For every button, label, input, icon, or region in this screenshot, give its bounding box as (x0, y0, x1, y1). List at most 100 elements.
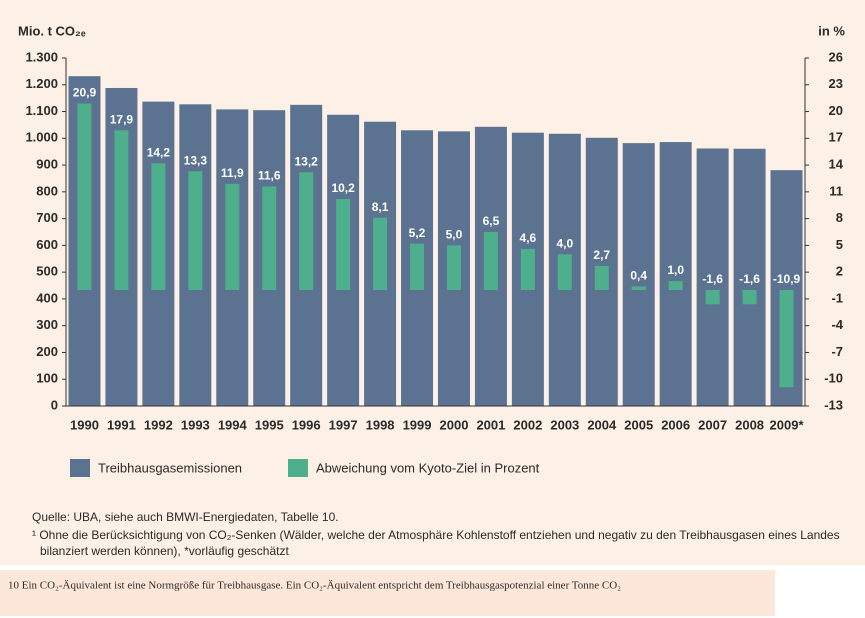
x-tick-label: 2005 (624, 417, 653, 432)
bar (594, 265, 609, 290)
value-label: 11,9 (221, 166, 244, 180)
y2-tick-label: 17 (829, 130, 843, 145)
bar (696, 148, 729, 407)
bar (557, 254, 572, 290)
x-tick-label: 1999 (403, 417, 432, 432)
x-tick-label: 2000 (440, 417, 469, 432)
value-label: 14,2 (147, 145, 171, 159)
y2-tick-label: -4 (831, 317, 843, 332)
y-tick-label: 600 (36, 237, 58, 252)
footer: 10 Ein CO₂-Äquivalent ist eine Normgröße… (8, 580, 621, 592)
bar (705, 290, 720, 305)
value-label: 11,6 (258, 169, 281, 183)
legend-label: Treibhausgasemissionen (98, 460, 242, 475)
bar (262, 186, 277, 290)
bar (336, 198, 351, 290)
bar (77, 103, 92, 290)
bar (733, 148, 766, 407)
y-tick-label: 900 (36, 157, 58, 172)
value-label: 20,9 (73, 86, 97, 100)
y2-tick-label: 8 (836, 210, 843, 225)
y-tick-label: 800 (36, 183, 58, 198)
y2-tick-label: 14 (829, 157, 844, 172)
value-label: 5,2 (409, 226, 426, 240)
value-label: 1,0 (667, 263, 684, 277)
value-label: -10,9 (773, 272, 801, 286)
x-tick-label: 2008 (735, 417, 764, 432)
x-tick-label: 1993 (181, 417, 210, 432)
y2-axis-label: in % (818, 23, 845, 38)
x-tick-label: 1994 (218, 417, 248, 432)
x-tick-label: 2009* (770, 417, 805, 432)
bar (151, 163, 166, 290)
x-tick-label: 1998 (366, 417, 395, 432)
y2-tick-label: 20 (829, 103, 843, 118)
x-tick-label: 1996 (292, 417, 321, 432)
y-axis-label: Mio. t CO₂ₑ (18, 23, 86, 38)
x-tick-label: 2007 (698, 417, 727, 432)
bar (779, 290, 794, 388)
value-label: 6,5 (483, 214, 500, 228)
bar (188, 171, 203, 290)
y2-tick-label: -1 (831, 290, 843, 305)
y-tick-label: 100 (36, 371, 58, 386)
y2-tick-label: 23 (829, 76, 843, 91)
value-label: 0,4 (630, 269, 647, 283)
y2-tick-label: 5 (836, 237, 843, 252)
footer-background (0, 570, 775, 616)
y2-tick-label: -7 (831, 344, 843, 359)
y2-tick-label: 11 (829, 183, 843, 198)
legend-swatch (70, 459, 90, 477)
bar (631, 286, 646, 290)
bar (299, 172, 314, 290)
y-tick-label: 500 (36, 264, 58, 279)
x-tick-label: 2003 (550, 417, 579, 432)
y2-tick-label: 2 (836, 264, 843, 279)
bar (520, 248, 535, 290)
y2-tick-label: 26 (829, 49, 843, 64)
value-label: 5,0 (446, 228, 463, 242)
value-label: 13,3 (184, 153, 208, 167)
value-label: 17,9 (110, 112, 134, 126)
bar (373, 217, 388, 290)
note: bilanziert werden können), *vorläufig ge… (40, 544, 289, 558)
bar (668, 281, 683, 290)
x-tick-label: 2004 (587, 417, 617, 432)
x-tick-label: 2002 (513, 417, 542, 432)
bar (446, 245, 461, 290)
y-tick-label: 1.000 (25, 130, 58, 145)
y-tick-label: 400 (36, 290, 58, 305)
value-label: 13,2 (294, 154, 318, 168)
bar (742, 290, 757, 305)
value-label: 10,2 (331, 181, 355, 195)
x-tick-label: 2006 (661, 417, 690, 432)
y-tick-label: 300 (36, 317, 58, 332)
bar (225, 183, 240, 290)
legend-label: Abweichung vom Kyoto-Ziel in Prozent (316, 460, 540, 475)
value-label: 2,7 (593, 248, 610, 262)
source: Quelle: UBA, siehe auch BMWI-Energiedate… (32, 510, 339, 524)
bar (659, 142, 692, 406)
value-label: 8,1 (372, 200, 389, 214)
x-tick-label: 1991 (107, 417, 136, 432)
bar (622, 143, 655, 406)
x-tick-label: 1997 (329, 417, 358, 432)
y-tick-label: 0 (51, 397, 58, 412)
bar (483, 232, 498, 290)
bar (410, 243, 425, 290)
bar (114, 130, 129, 290)
x-tick-label: 1990 (70, 417, 99, 432)
x-tick-label: 2001 (476, 417, 505, 432)
x-tick-label: 1992 (144, 417, 173, 432)
y2-tick-label: -13 (824, 397, 843, 412)
value-label: -1,6 (739, 272, 760, 286)
y-tick-label: 200 (36, 344, 58, 359)
note: ¹ Ohne die Berücksichtigung von CO₂-Senk… (32, 528, 840, 542)
x-tick-label: 1995 (255, 417, 284, 432)
y2-tick-label: -10 (824, 371, 843, 386)
y-tick-label: 1.300 (25, 49, 58, 64)
y-tick-label: 700 (36, 210, 58, 225)
value-label: -1,6 (702, 272, 723, 286)
legend-swatch (288, 459, 308, 477)
